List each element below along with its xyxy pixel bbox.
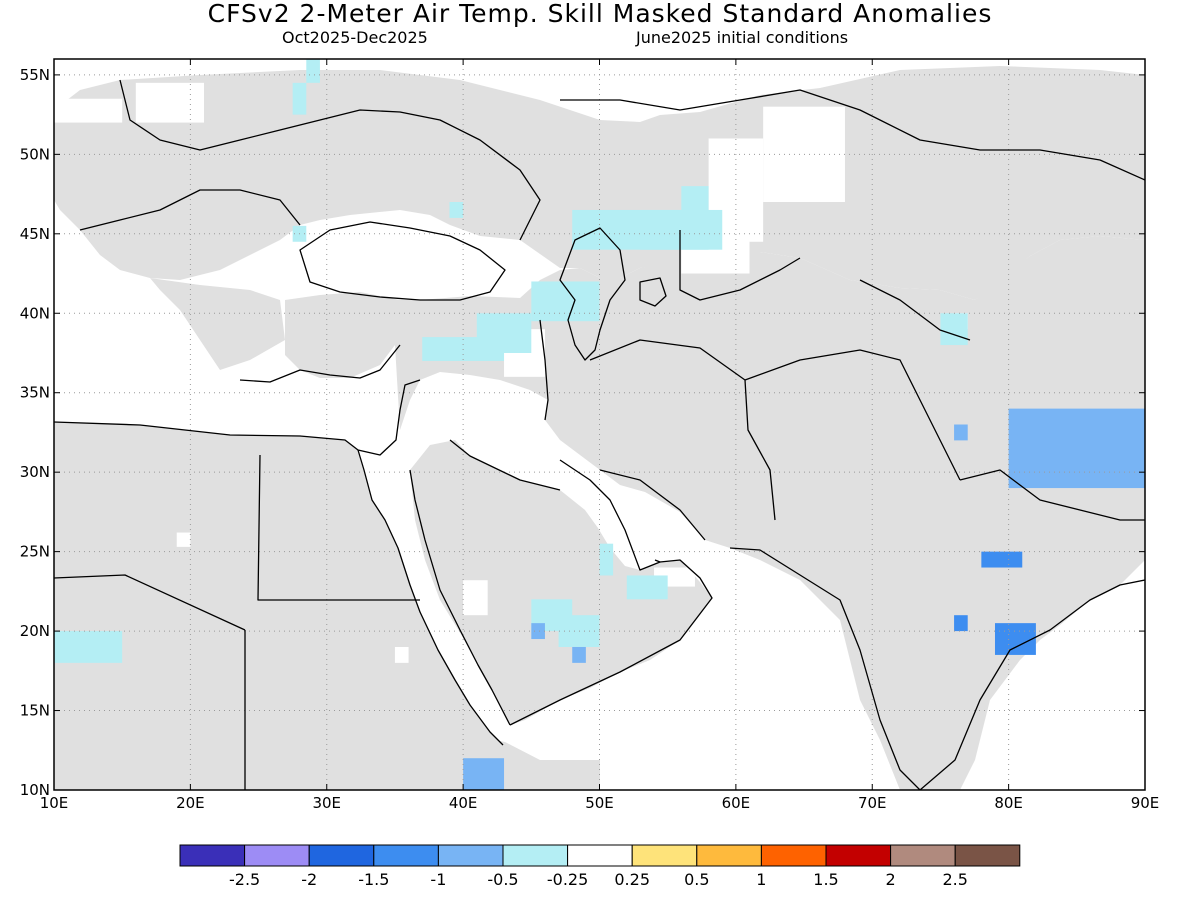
- axis-ticks: [53, 59, 1146, 791]
- anomaly-cell-25: [292, 82, 307, 115]
- colorbar-label: 2.5: [942, 870, 967, 889]
- lat-tick-label: 10N: [20, 781, 50, 799]
- anomaly-cell-1: [135, 82, 205, 123]
- colorbar-label: 1.5: [813, 870, 838, 889]
- colorbar-swatch: [244, 844, 310, 867]
- colorbar: [179, 844, 1021, 867]
- colorbar-labels: -2.5 -2 -1.5 -1 -0.5 -0.25 0.25 0.5 1 1.5 2 2.5: [229, 870, 968, 889]
- map-title: CFSv2 2-Meter Air Temp. Skill Masked Sta…: [207, 0, 993, 28]
- lat-tick-label: 15N: [20, 702, 50, 720]
- map-subtitle-period: Oct2025-Dec2025: [282, 28, 428, 47]
- anomaly-cell-20: [626, 575, 668, 600]
- colorbar-swatch: [954, 844, 1021, 867]
- anomaly-cell-33: [994, 623, 1036, 655]
- anomaly-cell-27: [463, 758, 505, 790]
- colorbar-swatch: [696, 844, 762, 867]
- anomaly-cell-0: [54, 98, 123, 123]
- lon-tick-label: 90E: [1131, 794, 1160, 812]
- lat-lon-gridlines: [54, 59, 1145, 790]
- colorbar-swatch: [373, 844, 439, 867]
- colorbar-label: -1: [430, 870, 446, 889]
- anomaly-cell-30: [1008, 408, 1145, 489]
- lon-tick-label: 40E: [449, 794, 478, 812]
- anomaly-cell-7: [463, 580, 488, 616]
- lon-tick-label: 50E: [585, 794, 614, 812]
- lon-tick-label: 70E: [858, 794, 887, 812]
- lat-tick-label: 40N: [20, 304, 50, 322]
- colorbar-label: -0.25: [547, 870, 588, 889]
- colorbar-swatch: [179, 844, 246, 867]
- colorbar-label: -0.5: [487, 870, 518, 889]
- anomaly-cell-9: [176, 532, 191, 547]
- anomaly-cell-29: [572, 646, 586, 663]
- colorbar-swatch: [825, 844, 892, 867]
- colorbar-swatch: [437, 844, 504, 867]
- anomaly-cell-17: [640, 209, 723, 250]
- colorbar-label: -1.5: [358, 870, 389, 889]
- colorbar-label: 1: [756, 870, 766, 889]
- anomaly-cell-8: [394, 646, 409, 663]
- country-borders: [54, 79, 1145, 790]
- colorbar-swatch: [890, 844, 956, 867]
- lat-tick-label: 35N: [20, 384, 50, 402]
- anomaly-cell-24: [449, 202, 464, 218]
- anomaly-cells-layer: [54, 59, 1145, 790]
- lon-tick-label: 20E: [176, 794, 205, 812]
- anomaly-cell-11: [54, 631, 123, 663]
- anomaly-cell-32: [981, 551, 1023, 568]
- lon-tick-label: 10E: [40, 794, 69, 812]
- anomaly-cell-28: [531, 623, 545, 640]
- colorbar-label: 2: [886, 870, 896, 889]
- lon-tick-label: 30E: [312, 794, 341, 812]
- lat-tick-label: 25N: [20, 543, 50, 561]
- lat-tick-label: 20N: [20, 622, 50, 640]
- anomaly-cell-21: [599, 543, 614, 576]
- lat-tick-label: 50N: [20, 145, 50, 163]
- lat-tick-label: 55N: [20, 66, 50, 84]
- lon-tick-label: 80E: [994, 794, 1023, 812]
- lon-tick-label: 60E: [722, 794, 751, 812]
- latitude-tick-labels: 10N 15N 20N 25N 30N 35N 40N 45N 50N 55N: [20, 66, 50, 799]
- colorbar-label: -2: [301, 870, 317, 889]
- colorbar-label: -2.5: [229, 870, 260, 889]
- colorbar-label: 0.5: [684, 870, 709, 889]
- anomaly-cell-22: [940, 313, 968, 346]
- map-subtitle-initial-conditions: June2025 initial conditions: [636, 28, 849, 47]
- colorbar-swatch: [567, 844, 633, 867]
- land-no-skill-layer: [54, 66, 1145, 790]
- anomaly-cell-34: [954, 615, 968, 632]
- anomaly-cell-13: [476, 313, 532, 353]
- lat-tick-label: 30N: [20, 463, 50, 481]
- colorbar-label: 0.25: [614, 870, 650, 889]
- anomaly-cell-31: [954, 424, 968, 441]
- colorbar-swatch: [760, 844, 827, 867]
- colorbar-swatch: [502, 844, 569, 867]
- colorbar-swatch: [631, 844, 698, 867]
- colorbar-swatch: [308, 844, 375, 867]
- longitude-tick-labels: 10E 20E 30E 40E 50E 60E 70E 80E 90E: [40, 794, 1160, 812]
- anomaly-cell-26: [306, 59, 320, 83]
- lat-tick-label: 45N: [20, 225, 50, 243]
